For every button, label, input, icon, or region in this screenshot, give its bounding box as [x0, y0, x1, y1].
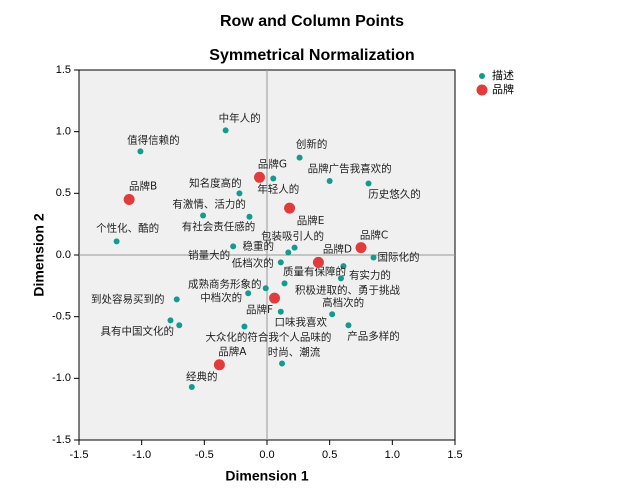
point — [123, 194, 135, 205]
legend-label: 品牌 — [492, 82, 514, 96]
point — [245, 290, 252, 297]
point-label: 大众化的符合我个人品味的 — [205, 331, 331, 344]
point-label: 口味我喜欢 — [275, 316, 328, 329]
point — [230, 243, 237, 250]
point — [188, 383, 195, 390]
point-label: 高档次的 — [322, 296, 364, 309]
x-tick-label: 0.0 — [259, 449, 274, 461]
point-label: 质量有保障的 — [283, 265, 346, 278]
point-label: 积极进取的、勇于挑战 — [295, 283, 400, 296]
point — [281, 280, 288, 287]
point — [345, 322, 352, 329]
x-tick-label: 0.5 — [322, 449, 337, 461]
point-label: 有激情、活力的 — [172, 198, 246, 211]
point-label: 创新的 — [296, 138, 328, 151]
y-tick-label: 1.5 — [56, 64, 71, 76]
point-label: 时尚、潮流 — [268, 346, 321, 359]
point — [236, 190, 243, 197]
point — [176, 322, 183, 329]
point — [326, 178, 333, 184]
point — [222, 127, 229, 134]
point — [355, 242, 367, 254]
point-label: 品牌G — [258, 157, 287, 170]
point — [246, 213, 253, 220]
point — [285, 249, 292, 256]
point — [291, 244, 298, 251]
point — [173, 296, 180, 303]
x-axis-label: Dimension 1 — [225, 468, 308, 484]
point — [284, 202, 296, 214]
point-label: 品牌B — [129, 180, 157, 193]
x-tick-label: -1.5 — [70, 449, 89, 461]
y-tick-label: 1.0 — [56, 126, 71, 138]
point-label: 值得信赖的 — [127, 133, 180, 146]
point — [167, 317, 174, 324]
point-label: 低档次的 — [232, 256, 274, 269]
y-tick-label: -0.5 — [52, 311, 71, 323]
point — [213, 359, 225, 371]
point — [370, 254, 377, 261]
chart-title: Row and Column Points — [220, 13, 404, 30]
point — [296, 154, 303, 161]
point — [253, 171, 265, 183]
point — [241, 323, 248, 330]
point — [329, 311, 336, 318]
point — [137, 148, 144, 155]
point-label: 品牌E — [297, 214, 325, 227]
x-tick-label: 1.0 — [385, 449, 400, 461]
point — [340, 263, 347, 270]
point — [269, 292, 281, 304]
point-label: 销量大的 — [188, 248, 230, 261]
point-label: 中档次的 — [200, 291, 242, 304]
point-label: 历史悠久的 — [368, 187, 421, 200]
point-label: 具有中国文化的 — [101, 324, 175, 337]
point — [312, 256, 324, 268]
point-label: 有实力的 — [349, 268, 391, 281]
point — [262, 285, 269, 292]
point-label: 品牌C — [360, 229, 388, 242]
point-label: 品牌D — [323, 242, 352, 255]
point-label: 中年人的 — [219, 111, 261, 124]
y-tick-label: -1.0 — [52, 372, 71, 384]
y-tick-label: -1.5 — [52, 434, 71, 446]
point-label: 产品多样的 — [347, 329, 400, 342]
point-label: 品牌广告我喜欢的 — [308, 162, 392, 175]
x-tick-label: -1.0 — [132, 449, 151, 461]
point-label: 国际化的 — [378, 250, 420, 263]
point — [365, 180, 372, 187]
point — [200, 212, 207, 219]
point — [337, 275, 344, 282]
point-label: 有社会责任感的 — [182, 220, 256, 233]
point-label: 知名度高的 — [189, 176, 242, 189]
point — [270, 175, 277, 182]
point-label: 成熟商务形象的 — [188, 277, 262, 290]
point-label: 个性化、酷的 — [96, 221, 159, 234]
point-label: 包装吸引人的 — [261, 230, 324, 243]
point-label: 经典的 — [186, 370, 218, 383]
legend-label: 描述 — [492, 68, 514, 82]
x-tick-label: -0.5 — [195, 449, 214, 461]
point — [113, 238, 120, 245]
point-label: 稳重的 — [243, 240, 275, 253]
point-label: 品牌F — [246, 303, 273, 316]
point — [277, 308, 284, 315]
y-axis-label: Dimension 2 — [31, 213, 47, 296]
legend-marker — [476, 84, 488, 96]
y-tick-label: 0.5 — [56, 187, 71, 199]
point-label: 品牌A — [218, 345, 247, 358]
point — [277, 259, 284, 266]
y-tick-label: 0.0 — [56, 249, 71, 261]
chart-subtitle: Symmetrical Normalization — [209, 47, 414, 64]
point-label: 到处容易买到的 — [91, 292, 165, 305]
x-tick-label: 1.5 — [447, 449, 462, 461]
point — [279, 360, 286, 367]
legend-marker — [479, 73, 485, 79]
point-label: 年轻人的 — [257, 183, 299, 196]
